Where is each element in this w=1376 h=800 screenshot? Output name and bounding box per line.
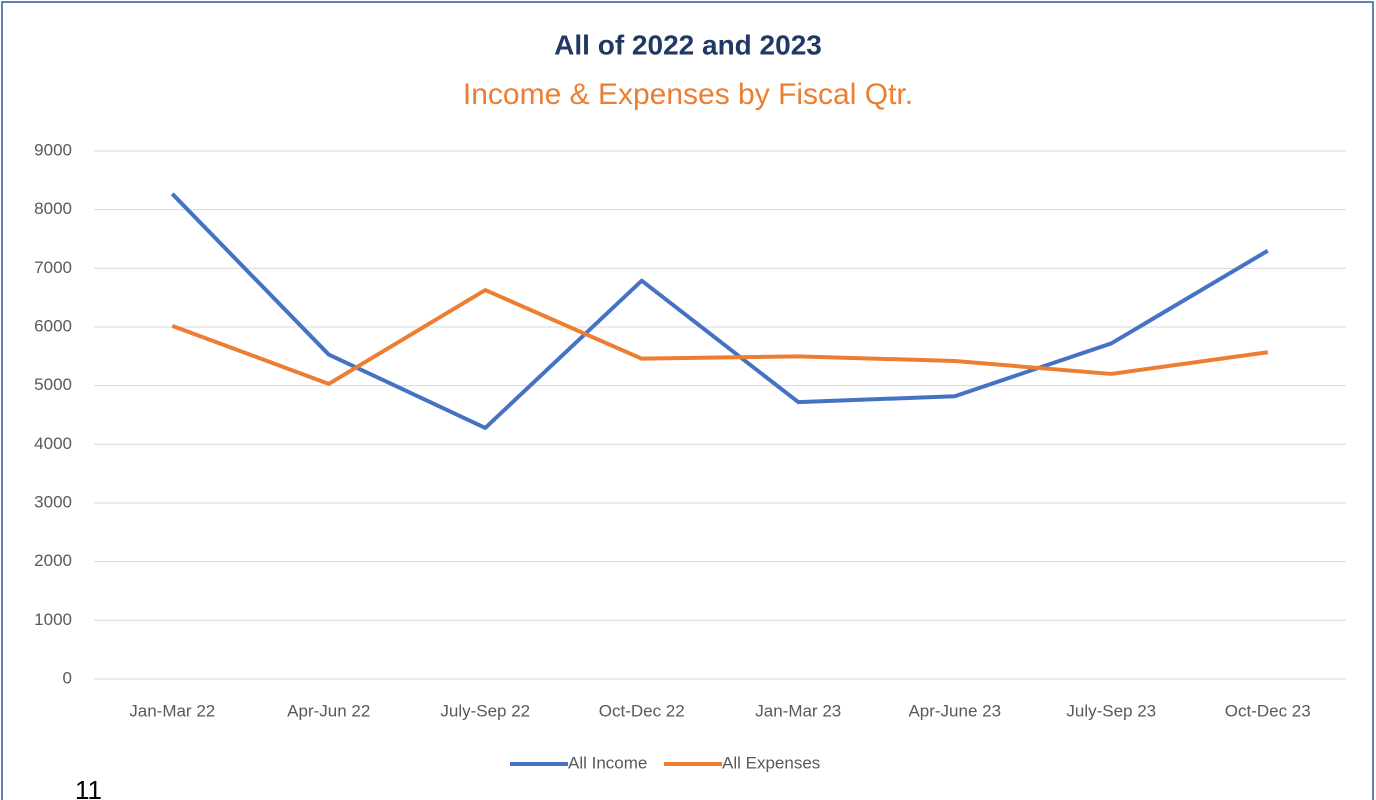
y-tick-label: 7000 [34,258,72,277]
y-tick-label: 9000 [34,140,72,159]
legend-label: All Expenses [722,753,820,772]
line-series [170,192,1269,430]
y-tick-label: 5000 [34,375,72,394]
x-tick-label: Apr-Jun 22 [287,701,370,720]
line-series [171,288,1269,386]
chart-title: All of 2022 and 2023 [554,29,822,60]
x-tick-label: Apr-June 23 [908,701,1001,720]
y-tick-label: 8000 [34,199,72,218]
y-tick-label: 2000 [34,551,72,570]
legend-label: All Income [568,753,647,772]
x-tick-label: Jan-Mar 23 [755,701,841,720]
y-tick-label: 1000 [34,610,72,629]
y-tick-label: 6000 [34,316,72,335]
y-tick-label: 0 [63,668,72,687]
chart-subtitle: Income & Expenses by Fiscal Qtr. [463,78,913,111]
y-tick-label: 4000 [34,434,72,453]
x-tick-label: July-Sep 23 [1066,701,1156,720]
x-tick-label: July-Sep 22 [440,701,530,720]
x-tick-label: Oct-Dec 23 [1225,701,1311,720]
x-tick-label: Oct-Dec 22 [599,701,685,720]
x-tick-label: Jan-Mar 22 [129,701,215,720]
y-tick-label: 3000 [34,492,72,511]
page-number: 11 [75,775,102,800]
